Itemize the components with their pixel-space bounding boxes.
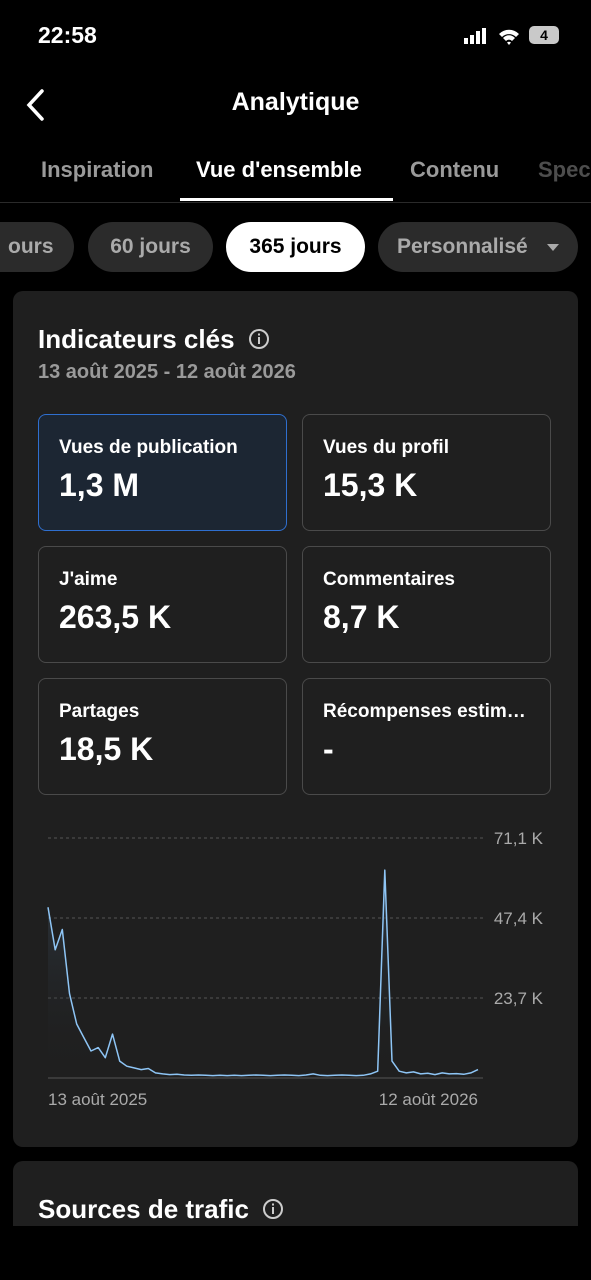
filter-pill[interactable]: 365 jours: [226, 222, 365, 272]
x-tick-label: 12 août 2026: [379, 1090, 478, 1109]
back-button[interactable]: [24, 88, 48, 122]
filter-label: Personnalisé: [397, 235, 528, 258]
metric-label: Partages: [59, 701, 140, 722]
metric-card[interactable]: Vues de publication 1,3 M: [38, 414, 287, 531]
tab[interactable]: Spec: [538, 157, 591, 182]
metric-card[interactable]: Partages 18,5 K: [38, 678, 287, 795]
metric-card[interactable]: Commentaires 8,7 K: [302, 546, 551, 663]
metric-value: 1,3 M: [59, 467, 140, 503]
battery: 4: [529, 26, 559, 44]
metric-label: Vues du profil: [323, 437, 449, 458]
metric-value: -: [323, 731, 334, 767]
y-tick-label: 23,7 K: [494, 989, 544, 1008]
metric-card[interactable]: Vues du profil 15,3 K: [302, 414, 551, 531]
status-icons: [464, 28, 519, 45]
section-title-text: Indicateurs clés: [38, 324, 235, 354]
metric-label: Récompenses estimées: [323, 701, 535, 722]
metric-card[interactable]: J'aime 263,5 K: [38, 546, 287, 663]
info-icon[interactable]: [262, 1198, 284, 1220]
filter-label: 60 jours: [110, 235, 191, 258]
tab[interactable]: Inspiration: [41, 157, 154, 182]
filter-pill[interactable]: 60 jours: [88, 222, 213, 272]
metric-value: 263,5 K: [59, 599, 172, 635]
metric-card[interactable]: Récompenses estimées -: [302, 678, 551, 795]
filter-label: ours: [8, 235, 54, 258]
metric-value: 18,5 K: [59, 731, 154, 767]
filter-pill[interactable]: Personnalisé: [378, 222, 578, 272]
filter-pill[interactable]: ours: [0, 222, 74, 272]
bottom-area: [0, 1226, 591, 1280]
filter-label: 365 jours: [249, 235, 342, 258]
tab-indicator: [180, 198, 393, 201]
tab-bar: Inspiration Vue d'ensemble Contenu Spec: [0, 152, 591, 203]
y-tick-label: 47,4 K: [494, 909, 544, 928]
tab[interactable]: Vue d'ensemble: [196, 157, 362, 182]
metric-value: 8,7 K: [323, 599, 400, 635]
chart: 23,7 K 47,4 K 71,1 K 13 août 2025 12 août 20…: [47, 829, 544, 1109]
dropdown-icon: [547, 244, 559, 251]
date-range: 13 août 2025 - 12 août 2026: [38, 361, 296, 383]
y-tick-label: 71,1 K: [494, 829, 544, 848]
tab[interactable]: Contenu: [410, 157, 500, 182]
area: [48, 870, 478, 1078]
metric-value: 15,3 K: [323, 467, 418, 503]
section-title-text: Sources de trafic: [38, 1194, 249, 1224]
section-title: Sources de trafic: [38, 1194, 284, 1225]
x-tick-label: 13 août 2025: [48, 1090, 147, 1109]
section-title: Indicateurs clés: [38, 324, 270, 355]
line: [47, 869, 479, 1077]
metric-label: J'aime: [59, 569, 118, 590]
metric-label: Vues de publication: [59, 437, 238, 458]
header-title: Analytique: [231, 88, 360, 116]
status-time: 22:58: [38, 22, 97, 48]
metric-label: Commentaires: [323, 569, 455, 590]
info-icon[interactable]: [248, 328, 270, 350]
